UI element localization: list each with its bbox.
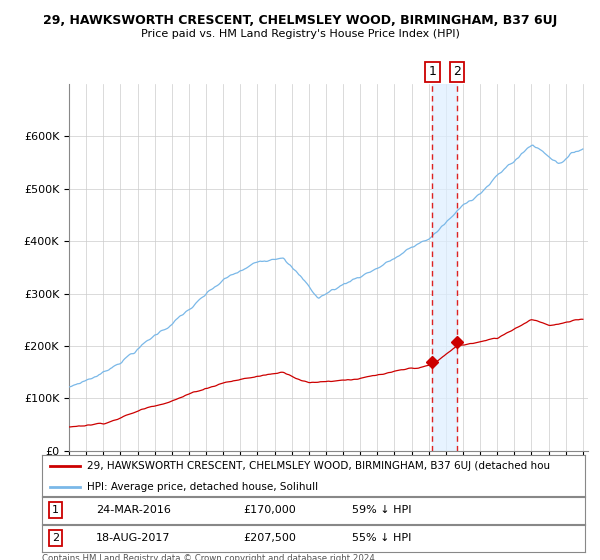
Text: 29, HAWKSWORTH CRESCENT, CHELMSLEY WOOD, BIRMINGHAM, B37 6UJ: 29, HAWKSWORTH CRESCENT, CHELMSLEY WOOD,… bbox=[43, 14, 557, 27]
Text: 24-MAR-2016: 24-MAR-2016 bbox=[97, 505, 171, 515]
Text: 55% ↓ HPI: 55% ↓ HPI bbox=[352, 533, 411, 543]
Text: Contains HM Land Registry data © Crown copyright and database right 2024.: Contains HM Land Registry data © Crown c… bbox=[42, 554, 377, 560]
Text: £207,500: £207,500 bbox=[243, 533, 296, 543]
Text: Price paid vs. HM Land Registry's House Price Index (HPI): Price paid vs. HM Land Registry's House … bbox=[140, 29, 460, 39]
Bar bbox=[433, 84, 457, 451]
Text: 1: 1 bbox=[428, 66, 436, 78]
Text: 1: 1 bbox=[52, 505, 59, 515]
Text: 18-AUG-2017: 18-AUG-2017 bbox=[97, 533, 171, 543]
Text: £170,000: £170,000 bbox=[243, 505, 296, 515]
Text: 29, HAWKSWORTH CRESCENT, CHELMSLEY WOOD, BIRMINGHAM, B37 6UJ (detached hou: 29, HAWKSWORTH CRESCENT, CHELMSLEY WOOD,… bbox=[86, 461, 550, 471]
Text: 2: 2 bbox=[452, 66, 461, 78]
Text: 59% ↓ HPI: 59% ↓ HPI bbox=[352, 505, 411, 515]
Text: 2: 2 bbox=[52, 533, 59, 543]
Text: HPI: Average price, detached house, Solihull: HPI: Average price, detached house, Soli… bbox=[86, 482, 317, 492]
